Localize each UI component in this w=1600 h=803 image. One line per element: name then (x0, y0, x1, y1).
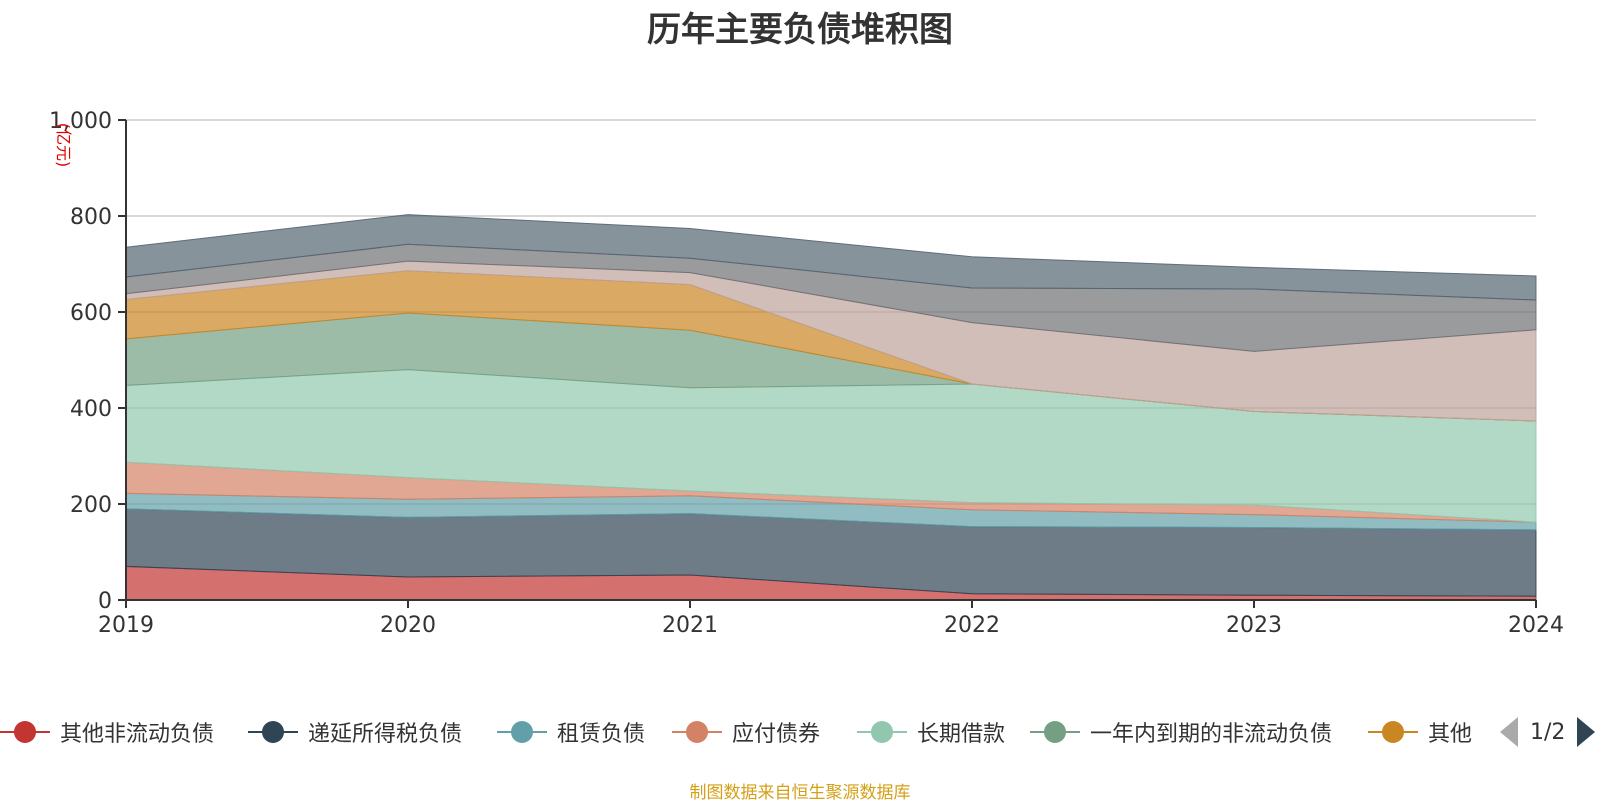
legend-label: 租赁负债 (557, 722, 646, 747)
x-tick-label: 2024 (1508, 613, 1564, 638)
y-tick-label: 800 (70, 205, 112, 230)
legend-item-6[interactable]: 其他 (1368, 712, 1472, 752)
legend-symbol-icon (1030, 719, 1080, 745)
legend-item-1[interactable]: 递延所得税负债 (248, 712, 462, 752)
legend-symbol-icon (1368, 719, 1418, 745)
x-tick-label: 2020 (380, 613, 436, 638)
y-tick-label: 600 (70, 301, 112, 326)
chart-title: 历年主要负债堆积图 (647, 10, 953, 50)
area-series (125, 214, 1537, 601)
legend-item-2[interactable]: 租赁负债 (497, 712, 645, 752)
x-tick-label: 2021 (662, 613, 718, 638)
legend: 其他非流动负债 递延所得税负债 租赁负债 应付债券 长期借款 一年内到期的非流动… (0, 712, 1600, 752)
legend-page-indicator: 1/2 (1530, 719, 1566, 745)
area-10 (125, 214, 1537, 301)
stacked-area-chart: 0 200 400 600 800 1,000 2019 2020 2021 2022 2023 20… (49, 109, 1564, 638)
data-source-note: 制图数据来自恒生聚源数据库 (689, 783, 911, 803)
legend-symbol-icon (672, 719, 722, 745)
legend-symbol-icon (248, 719, 298, 745)
next-page-icon[interactable] (1577, 717, 1596, 747)
legend-label: 应付债券 (732, 722, 821, 747)
axes: 0 200 400 600 800 1,000 2019 2020 2021 2022 2023 20… (49, 109, 1564, 638)
legend-label: 递延所得税负债 (308, 722, 463, 747)
legend-symbol-icon (0, 719, 50, 745)
legend-item-4[interactable]: 长期借款 (857, 712, 1005, 752)
y-unit-label: (亿元) (54, 123, 73, 168)
legend-item-5[interactable]: 一年内到期的非流动负债 (1030, 712, 1332, 752)
y-tick-label: 200 (70, 493, 112, 518)
legend-label: 一年内到期的非流动负债 (1090, 722, 1333, 747)
legend-label: 其他非流动负债 (60, 722, 215, 747)
legend-pager: 1/2 (1500, 714, 1596, 750)
legend-symbol-icon (497, 719, 547, 745)
legend-label: 其他 (1428, 722, 1473, 747)
y-tick-label: 400 (70, 397, 112, 422)
x-tick-label: 2019 (98, 613, 154, 638)
x-tick-label: 2023 (1226, 613, 1282, 638)
y-tick-label: 0 (98, 589, 112, 614)
prev-page-icon[interactable] (1500, 717, 1518, 747)
legend-symbol-icon (857, 719, 907, 745)
x-tick-label: 2022 (944, 613, 1000, 638)
y-tick-label: 1,000 (49, 109, 112, 134)
legend-label: 长期借款 (917, 722, 1006, 747)
legend-item-0[interactable]: 其他非流动负债 (0, 712, 214, 752)
legend-item-3[interactable]: 应付债券 (672, 712, 820, 752)
